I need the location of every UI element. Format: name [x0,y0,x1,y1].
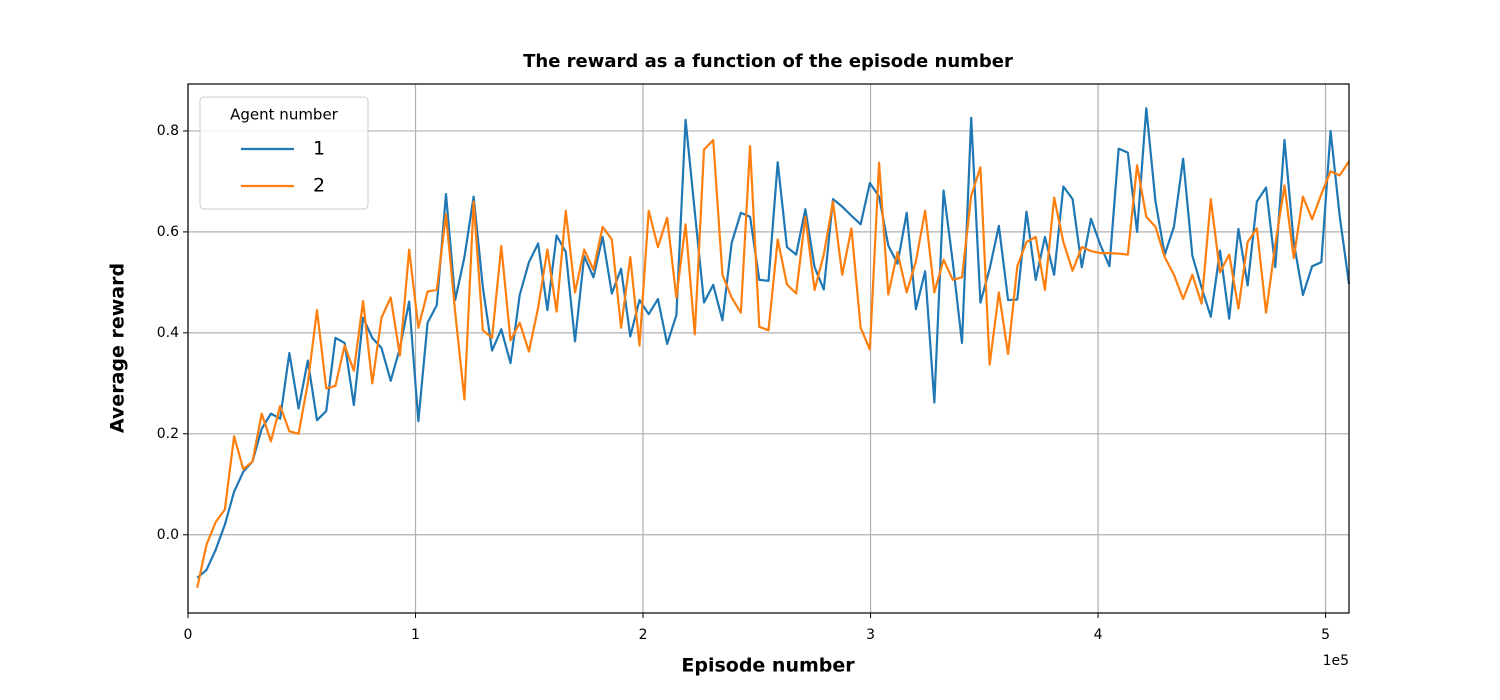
legend-label: 2 [313,175,325,197]
x-tick-label: 3 [866,627,875,643]
x-tick-label: 5 [1321,627,1330,643]
legend-label: 1 [313,138,325,160]
series-line [196,138,1350,588]
x-axis-label: Episode number [681,655,855,677]
y-axis-label: Average reward [107,263,129,433]
legend-title: Agent number [230,106,339,124]
x-tick-label: 4 [1094,627,1103,643]
x-tick-label: 1 [411,627,420,643]
y-tick-label: 0.6 [157,224,179,240]
legend-box [199,96,369,210]
x-tick-label: 2 [639,627,648,643]
plot-frame [187,83,1350,614]
y-tick-label: 0.2 [157,426,179,442]
chart-title: The reward as a function of the episode … [523,51,1013,72]
x-offset-label: 1e5 [1323,653,1349,669]
y-tick-label: 0.8 [157,123,179,139]
series-line [196,107,1351,579]
x-tick-label: 0 [184,627,193,643]
y-tick-label: 0.0 [157,527,179,543]
y-tick-label: 0.4 [157,325,179,341]
